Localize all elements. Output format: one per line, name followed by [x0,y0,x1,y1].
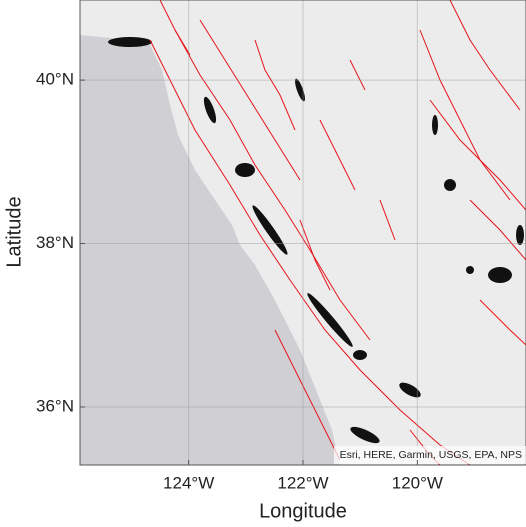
y-tick-label: 38°N [36,233,74,252]
seismicity [108,37,524,444]
basemap [80,0,526,465]
attribution-bg [334,446,526,464]
y-tick-label: 40°N [36,70,74,89]
faults [149,0,526,465]
grid [80,0,526,465]
x-tick-label: 122°W [277,473,328,492]
x-axis-label: Longitude [259,500,347,522]
attribution: Esri, HERE, Garmin, USGS, EPA, NPS [340,449,522,461]
y-tick-label: 36°N [36,396,74,415]
y-axis-label: Latitude [3,196,25,267]
ocean [80,35,340,465]
x-tick-label: 120°W [392,473,443,492]
x-tick-label: 124°W [163,473,214,492]
